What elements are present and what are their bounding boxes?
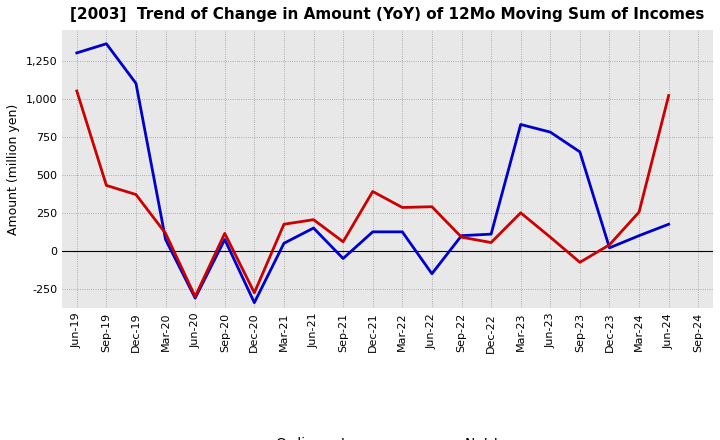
Ordinary Income — [428, 271, 436, 276]
Ordinary Income — [309, 225, 318, 231]
Ordinary Income — [191, 296, 199, 301]
Net Income — [546, 235, 554, 240]
Ordinary Income — [605, 245, 613, 250]
Ordinary Income — [102, 41, 111, 46]
Ordinary Income — [339, 256, 348, 261]
Net Income — [575, 260, 584, 265]
Ordinary Income — [161, 237, 170, 242]
Ordinary Income — [516, 122, 525, 127]
Net Income — [398, 205, 407, 210]
Net Income — [279, 222, 288, 227]
Ordinary Income — [220, 237, 229, 242]
Net Income — [161, 231, 170, 236]
Net Income — [665, 93, 673, 98]
Net Income — [369, 189, 377, 194]
Legend: Ordinary Income, Net Income: Ordinary Income, Net Income — [225, 432, 551, 440]
Ordinary Income — [398, 229, 407, 235]
Ordinary Income — [457, 233, 466, 238]
Line: Ordinary Income: Ordinary Income — [77, 44, 669, 303]
Net Income — [73, 88, 81, 94]
Ordinary Income — [635, 233, 644, 238]
Title: [2003]  Trend of Change in Amount (YoY) of 12Mo Moving Sum of Incomes: [2003] Trend of Change in Amount (YoY) o… — [71, 7, 705, 22]
Ordinary Income — [575, 149, 584, 154]
Net Income — [102, 183, 111, 188]
Ordinary Income — [487, 231, 495, 237]
Line: Net Income: Net Income — [77, 91, 669, 297]
Net Income — [132, 192, 140, 197]
Net Income — [487, 240, 495, 245]
Net Income — [220, 231, 229, 236]
Net Income — [428, 204, 436, 209]
Y-axis label: Amount (million yen): Amount (million yen) — [7, 103, 20, 235]
Ordinary Income — [250, 300, 258, 305]
Net Income — [191, 294, 199, 299]
Ordinary Income — [546, 129, 554, 135]
Ordinary Income — [279, 241, 288, 246]
Ordinary Income — [369, 229, 377, 235]
Net Income — [250, 290, 258, 295]
Net Income — [605, 242, 613, 247]
Ordinary Income — [665, 222, 673, 227]
Ordinary Income — [73, 50, 81, 55]
Net Income — [516, 210, 525, 216]
Ordinary Income — [132, 81, 140, 86]
Net Income — [457, 235, 466, 240]
Net Income — [339, 239, 348, 244]
Net Income — [635, 209, 644, 215]
Net Income — [309, 217, 318, 222]
